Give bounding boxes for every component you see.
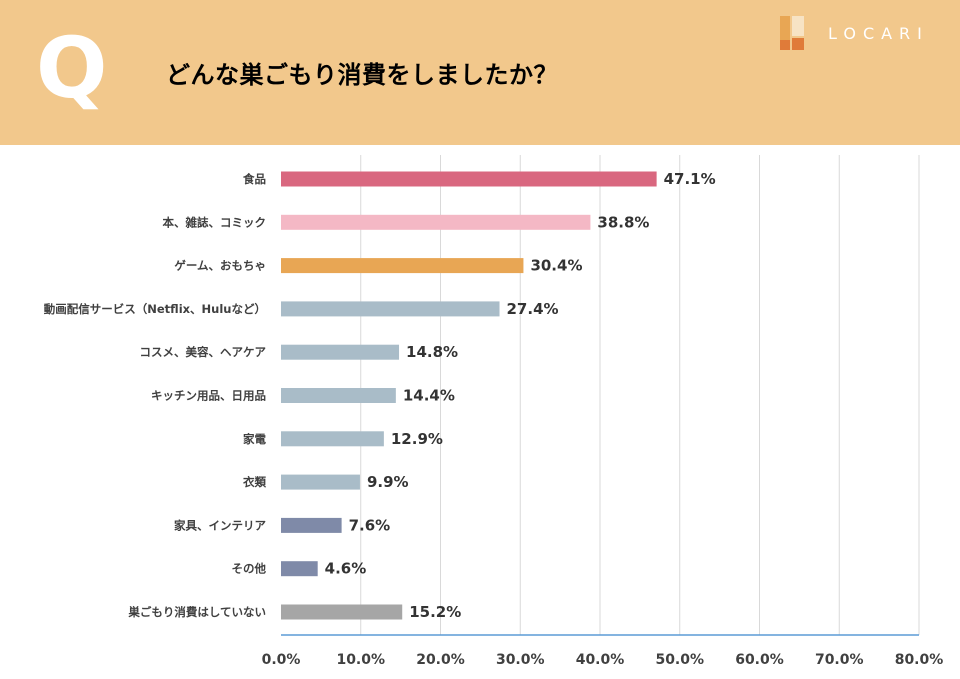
x-tick-label: 0.0% <box>262 652 301 668</box>
bar <box>281 474 360 490</box>
category-label: ゲーム、おもちゃ <box>174 259 266 273</box>
x-tick-label: 60.0% <box>735 652 784 668</box>
x-tick-label: 10.0% <box>336 652 385 668</box>
locari-logo-icon <box>780 16 804 50</box>
x-tick-label: 50.0% <box>655 652 704 668</box>
bar <box>281 171 657 187</box>
x-tick-label: 20.0% <box>416 652 465 668</box>
value-label: 4.6% <box>325 560 367 578</box>
brand-name: LOCARI <box>828 24 929 43</box>
value-label: 14.8% <box>406 343 458 361</box>
bar <box>281 561 318 577</box>
category-label: 衣類 <box>243 475 266 489</box>
value-label: 9.9% <box>367 473 409 491</box>
value-label: 14.4% <box>403 387 455 405</box>
value-label: 30.4% <box>530 257 582 275</box>
bar <box>281 301 500 317</box>
category-label: 巣ごもり消費はしていない <box>127 605 266 619</box>
x-tick-label: 80.0% <box>895 652 944 668</box>
category-label: 食品 <box>243 172 266 186</box>
bar <box>281 388 396 403</box>
x-tick-label: 70.0% <box>815 652 864 668</box>
value-label: 15.2% <box>409 603 461 621</box>
bar <box>281 258 524 274</box>
value-label: 12.9% <box>391 430 443 448</box>
question-title: どんな巣ごもり消費をしましたか？ <box>166 61 558 89</box>
value-label: 27.4% <box>507 300 559 318</box>
bar <box>281 604 403 620</box>
category-label: その他 <box>232 562 267 576</box>
bar <box>281 517 342 533</box>
category-label: 家具、インテリア <box>174 518 266 532</box>
x-tick-label: 30.0% <box>496 652 545 668</box>
category-label: コスメ、美容、ヘアケア <box>140 345 267 359</box>
category-label: 本、雑誌、コミック <box>163 215 267 229</box>
bar <box>281 214 591 230</box>
q-icon: Q <box>36 19 108 117</box>
category-label: 家電 <box>243 432 266 446</box>
value-label: 47.1% <box>664 170 716 188</box>
bar-chart: 食品 47.1% 本、雑誌、コミック 38.8% ゲーム、おもちゃ 30.4% 動画配信サー… <box>44 155 944 668</box>
bar <box>281 431 384 447</box>
category-label: キッチン用品、日用品 <box>151 389 266 403</box>
value-label: 38.8% <box>597 213 649 231</box>
question-header: Q どんな巣ごもり消費をしましたか？ LOCARI <box>0 0 960 145</box>
category-label: 動画配信サービス（Netflix、Huluなど） <box>44 302 266 316</box>
bar <box>281 344 400 360</box>
x-tick-label: 40.0% <box>576 652 625 668</box>
value-label: 7.6% <box>349 516 391 534</box>
